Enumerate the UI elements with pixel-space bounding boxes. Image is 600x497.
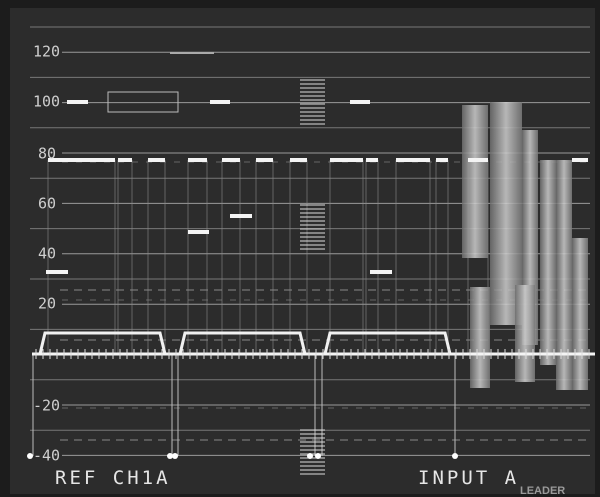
level-bar [256, 158, 273, 162]
sync-dot [315, 453, 321, 459]
signal-block [540, 160, 556, 365]
level-bar [436, 158, 448, 162]
signal-block [515, 285, 535, 382]
scale-label: -20 [33, 397, 60, 415]
signal-block [462, 105, 488, 258]
level-bar [148, 158, 165, 162]
signal-block [470, 287, 490, 388]
scale-label: 20 [38, 295, 56, 313]
brand: LEADER [520, 485, 565, 497]
level-bar [46, 270, 68, 274]
level-bar [48, 158, 115, 162]
signal-block [572, 238, 588, 390]
scale-label: 80 [38, 145, 56, 163]
sync-dot [172, 453, 178, 459]
waveform-screen: 120 100 80 60 40 20 -20 -40 REF CH1A INP… [0, 0, 600, 497]
sync-dot [307, 453, 313, 459]
sync-dot [452, 453, 458, 459]
level-bar [350, 100, 370, 104]
level-bar [370, 270, 392, 274]
footer-left: REF CH1A [55, 467, 171, 489]
scale-label: 60 [38, 195, 56, 213]
scale-label: 120 [33, 43, 60, 61]
scale-label: 100 [33, 93, 60, 111]
level-bar [188, 158, 207, 162]
level-bar [222, 158, 240, 162]
level-bar [210, 100, 230, 104]
level-bar [188, 230, 209, 234]
scale-label: 40 [38, 245, 56, 263]
level-bar [330, 158, 363, 162]
page: 120 100 80 60 40 20 -20 -40 REF CH1A INP… [0, 0, 600, 497]
marker-line [170, 52, 214, 54]
level-bar [230, 214, 252, 218]
level-bar [67, 100, 88, 104]
level-bar [572, 158, 588, 162]
level-bar [118, 158, 132, 162]
level-bar [290, 158, 307, 162]
footer-right: INPUT A [418, 467, 519, 489]
level-bar [366, 158, 378, 162]
level-bar [396, 158, 430, 162]
level-bar [468, 158, 488, 162]
scale-label: -40 [33, 447, 60, 465]
